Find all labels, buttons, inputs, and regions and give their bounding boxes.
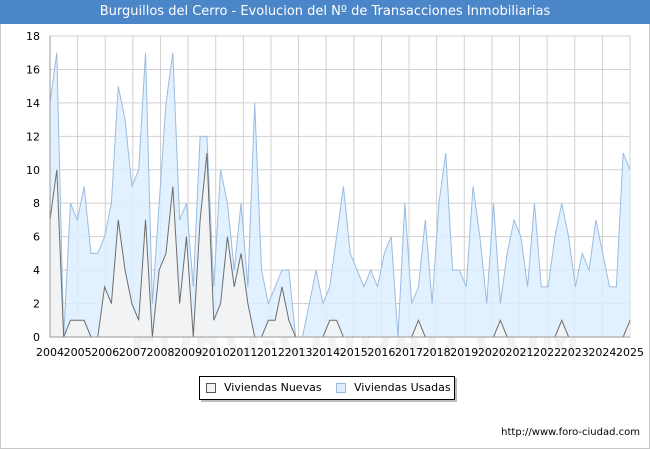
- x-tick-label: 2014: [312, 346, 340, 359]
- legend: Viviendas Nuevas Viviendas Usadas: [199, 376, 455, 400]
- x-tick-label: 2015: [340, 346, 368, 359]
- legend-label-usadas: Viviendas Usadas: [354, 381, 451, 394]
- y-tick-label: 16: [26, 63, 40, 76]
- x-tick-label: 2022: [533, 346, 561, 359]
- y-tick-label: 12: [26, 130, 40, 143]
- legend-swatch-nuevas: [206, 383, 216, 393]
- x-tick-label: 2018: [423, 346, 451, 359]
- y-tick-label: 8: [33, 197, 40, 210]
- y-tick-label: 10: [26, 164, 40, 177]
- x-tick-label: 2004: [36, 346, 64, 359]
- x-tick-label: 2009: [174, 346, 202, 359]
- chart-title: Burguillos del Cerro - Evolucion del Nº …: [0, 0, 650, 24]
- y-tick-label: 0: [33, 331, 40, 344]
- series-usadas-line: [49, 52, 631, 338]
- legend-swatch-usadas: [336, 383, 346, 393]
- y-tick-label: 14: [26, 97, 40, 110]
- x-tick-label: 2016: [367, 346, 395, 359]
- x-tick-label: 2011: [229, 346, 257, 359]
- legend-label-nuevas: Viviendas Nuevas: [224, 381, 322, 394]
- x-tick-label: 2010: [202, 346, 230, 359]
- x-tick-label: 2019: [450, 346, 478, 359]
- y-tick-label: 6: [33, 231, 40, 244]
- x-tick-label: 2012: [257, 346, 285, 359]
- y-tick-label: 2: [33, 298, 40, 311]
- x-tick-label: 2008: [146, 346, 174, 359]
- x-tick-label: 2013: [285, 346, 313, 359]
- x-tick-label: 2023: [561, 346, 589, 359]
- x-tick-label: 2021: [506, 346, 534, 359]
- series-nuevas-area: [50, 153, 630, 337]
- y-tick-label: 18: [26, 30, 40, 43]
- x-tick-label: 2017: [395, 346, 423, 359]
- x-tick-label: 2020: [478, 346, 506, 359]
- y-tick-label: 4: [33, 264, 40, 277]
- x-tick-label: 2024: [588, 346, 616, 359]
- x-tick-label: 2007: [119, 346, 147, 359]
- x-tick-label: 2025: [616, 346, 644, 359]
- series-usadas-area: [50, 52, 630, 337]
- x-tick-label: 2005: [64, 346, 92, 359]
- x-tick-label: 2006: [91, 346, 119, 359]
- source-link[interactable]: http://www.foro-ciudad.com: [501, 427, 640, 438]
